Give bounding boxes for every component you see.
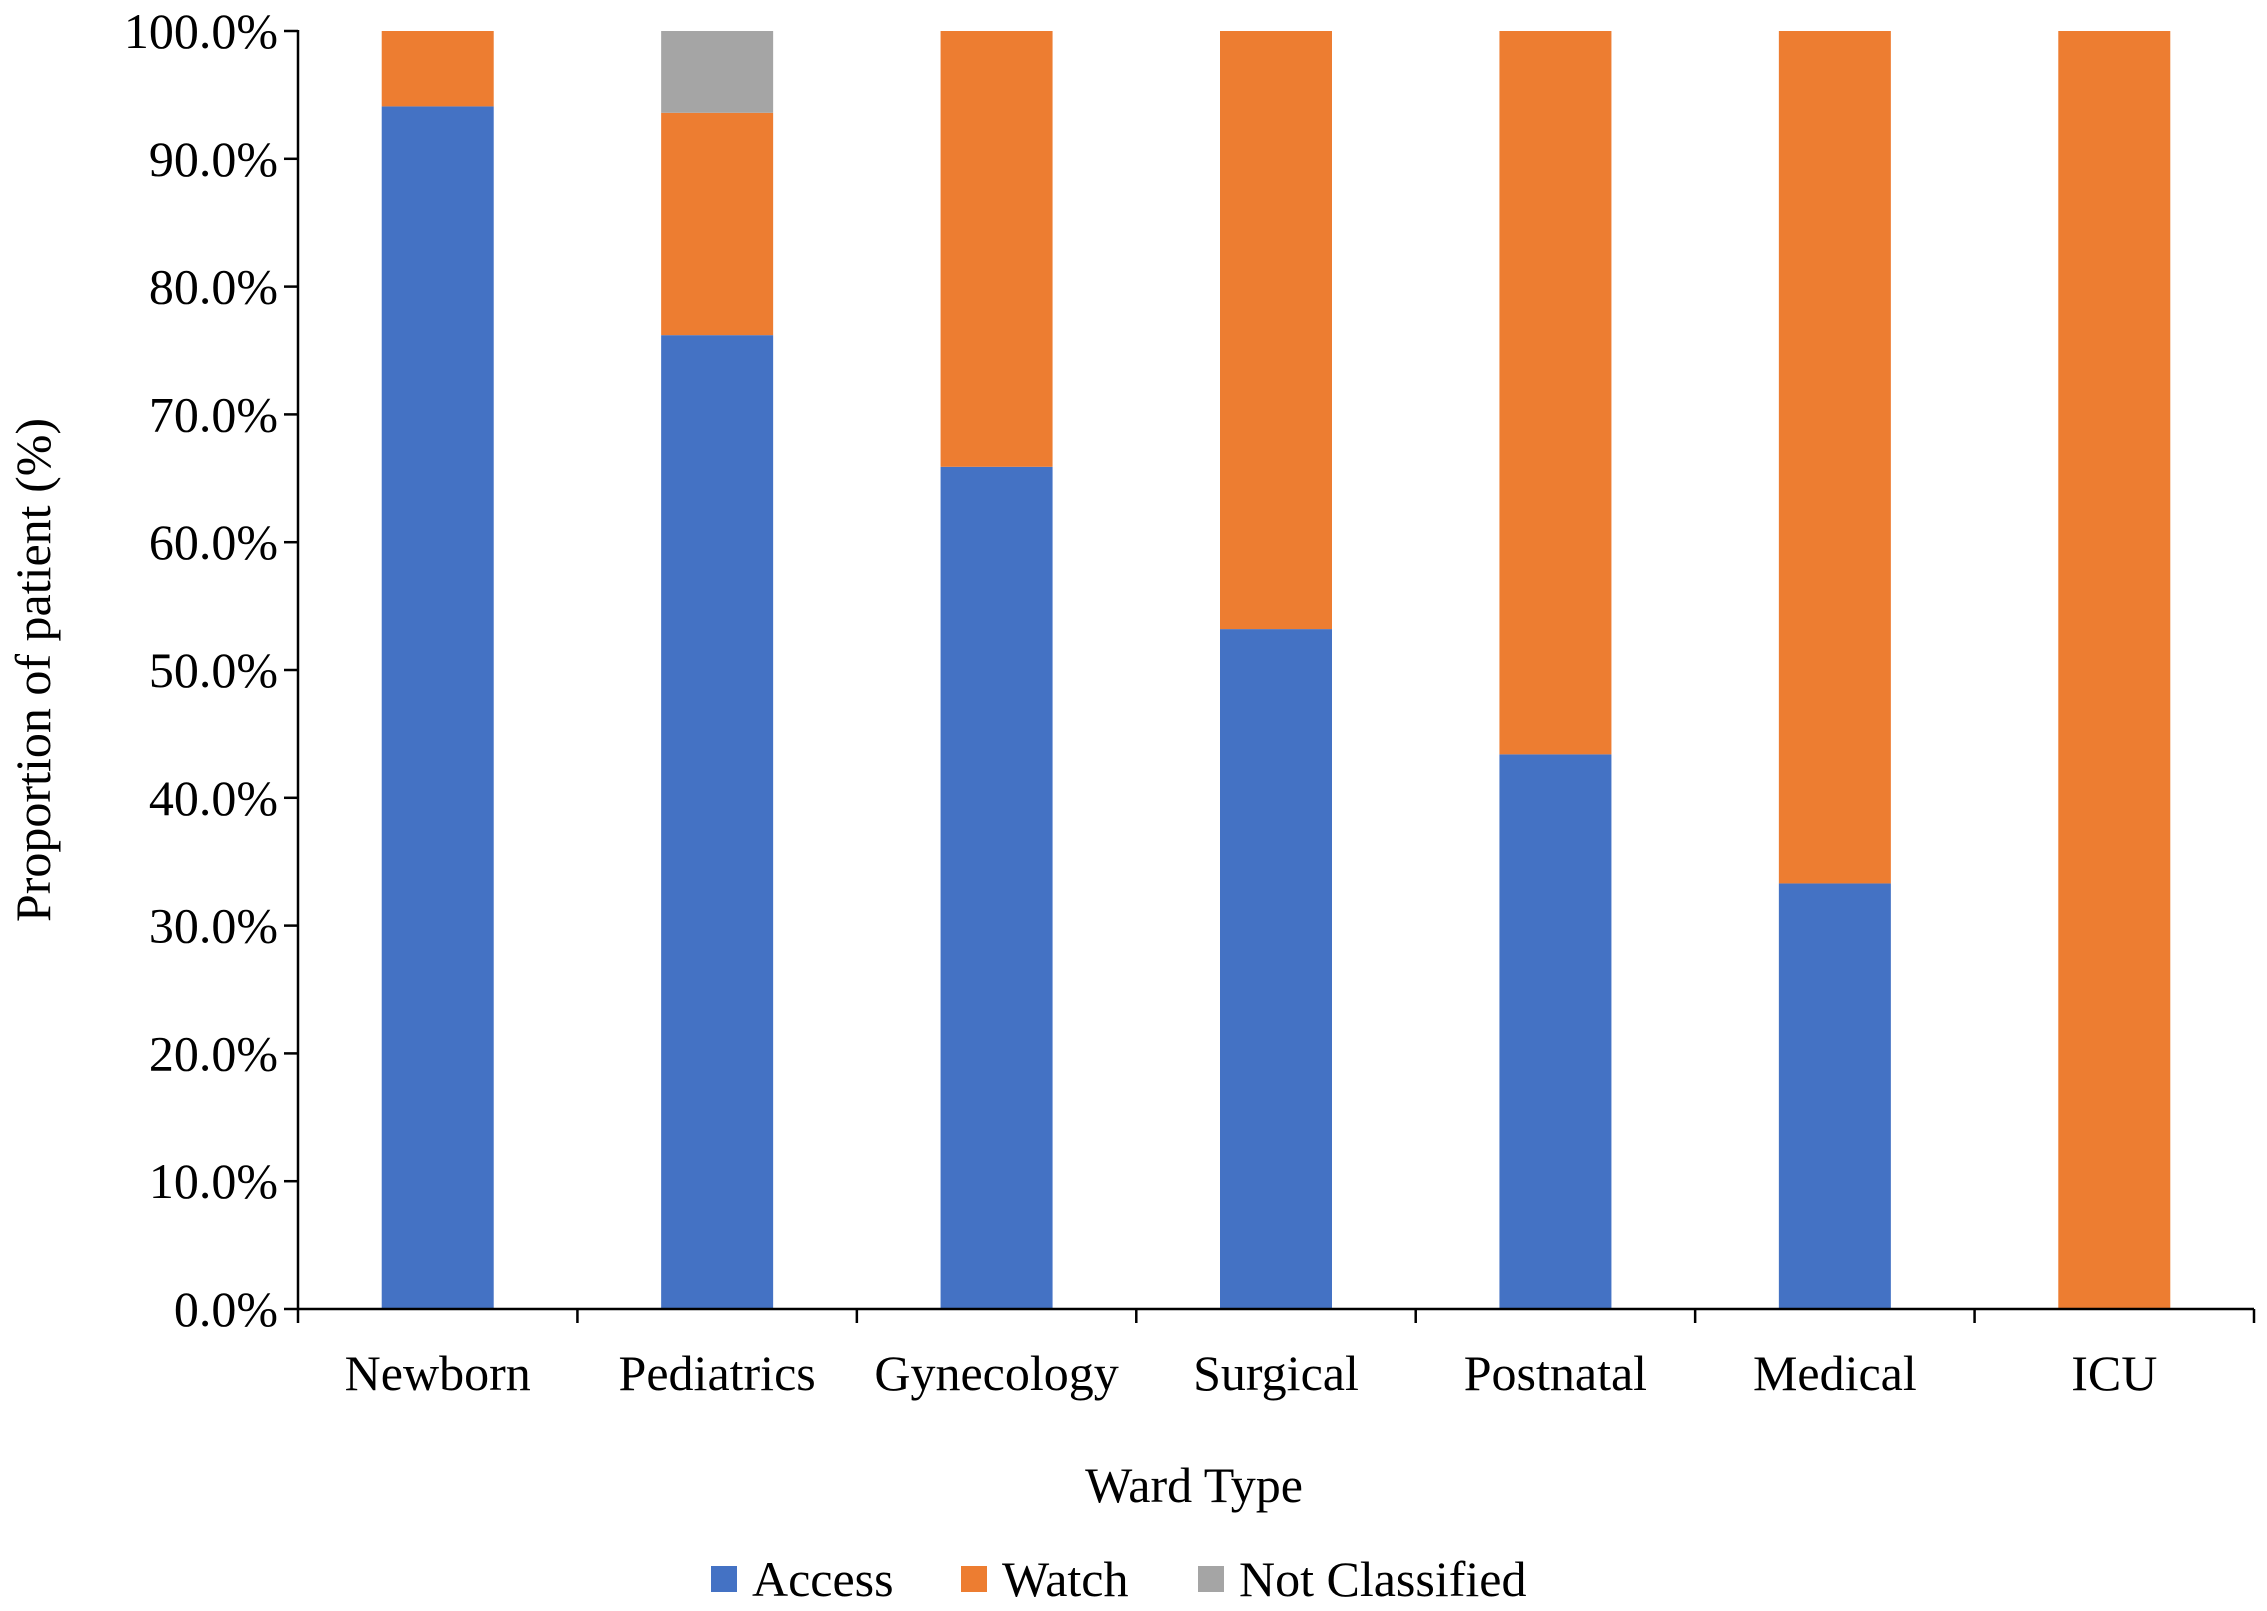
y-tick-label: 90.0% [149,131,278,187]
legend-swatch-watch [961,1566,987,1592]
legend-label-watch: Watch [1002,1551,1128,1607]
y-ticks-layer: 0.0% 10.0% 20.0% 30.0% 40.0% 50.0% 60.0% 70.0% 8… [124,3,298,1337]
y-tick-label: 40.0% [149,770,278,826]
bar-segment-access-newborn [381,106,494,1309]
y-tick-label: 0.0% [174,1281,278,1337]
y-tick-label: 60.0% [149,514,278,570]
x-category-label: Pediatrics [619,1345,816,1401]
bar-segment-watch-postnatal [1499,31,1612,755]
y-tick-label: 30.0% [149,898,278,954]
y-tick-label: 70.0% [149,386,278,442]
bar-segment-watch-pediatrics [661,112,774,336]
bar-segment-access-pediatrics [661,335,774,1309]
bar-segment-access-surgical [1220,629,1332,1309]
bar-segment-not-classified-pediatrics [661,31,774,113]
y-tick-label: 10.0% [149,1153,278,1209]
bars-layer [381,31,2171,1309]
x-categories-layer: Newborn Pediatrics Gynecology Surgical Postn… [296,1309,2256,1401]
x-category-label: Postnatal [1464,1345,1647,1401]
x-axis-title: Ward Type [1085,1457,1303,1513]
x-category-label: Surgical [1193,1345,1359,1401]
x-category-label: Medical [1753,1345,1917,1401]
y-axis-title: Proportion of patient (%) [5,418,61,922]
y-tick-label: 50.0% [149,642,278,698]
legend-swatch-access [711,1566,737,1592]
bar-segment-watch-surgical [1220,31,1332,630]
legend-label-not-classified: Not Classified [1239,1551,1526,1607]
bar-segment-watch-medical [1778,31,1891,884]
legend: Access Watch Not Classified [711,1551,1526,1607]
bar-segment-watch-icu [2058,31,2171,1309]
x-category-label: ICU [2071,1345,2157,1401]
legend-label-access: Access [752,1551,894,1607]
legend-swatch-not-classified [1198,1566,1224,1592]
x-category-label: Newborn [345,1345,531,1401]
y-tick-label: 100.0% [124,3,278,59]
bar-segment-watch-newborn [381,31,494,107]
y-tick-label: 20.0% [149,1025,278,1081]
bar-segment-access-postnatal [1499,754,1612,1309]
bar-segment-access-gynecology [940,466,1053,1309]
y-tick-label: 80.0% [149,259,278,315]
x-category-label: Gynecology [874,1345,1118,1401]
bar-segment-watch-gynecology [940,31,1053,467]
bar-segment-access-medical [1778,883,1891,1309]
